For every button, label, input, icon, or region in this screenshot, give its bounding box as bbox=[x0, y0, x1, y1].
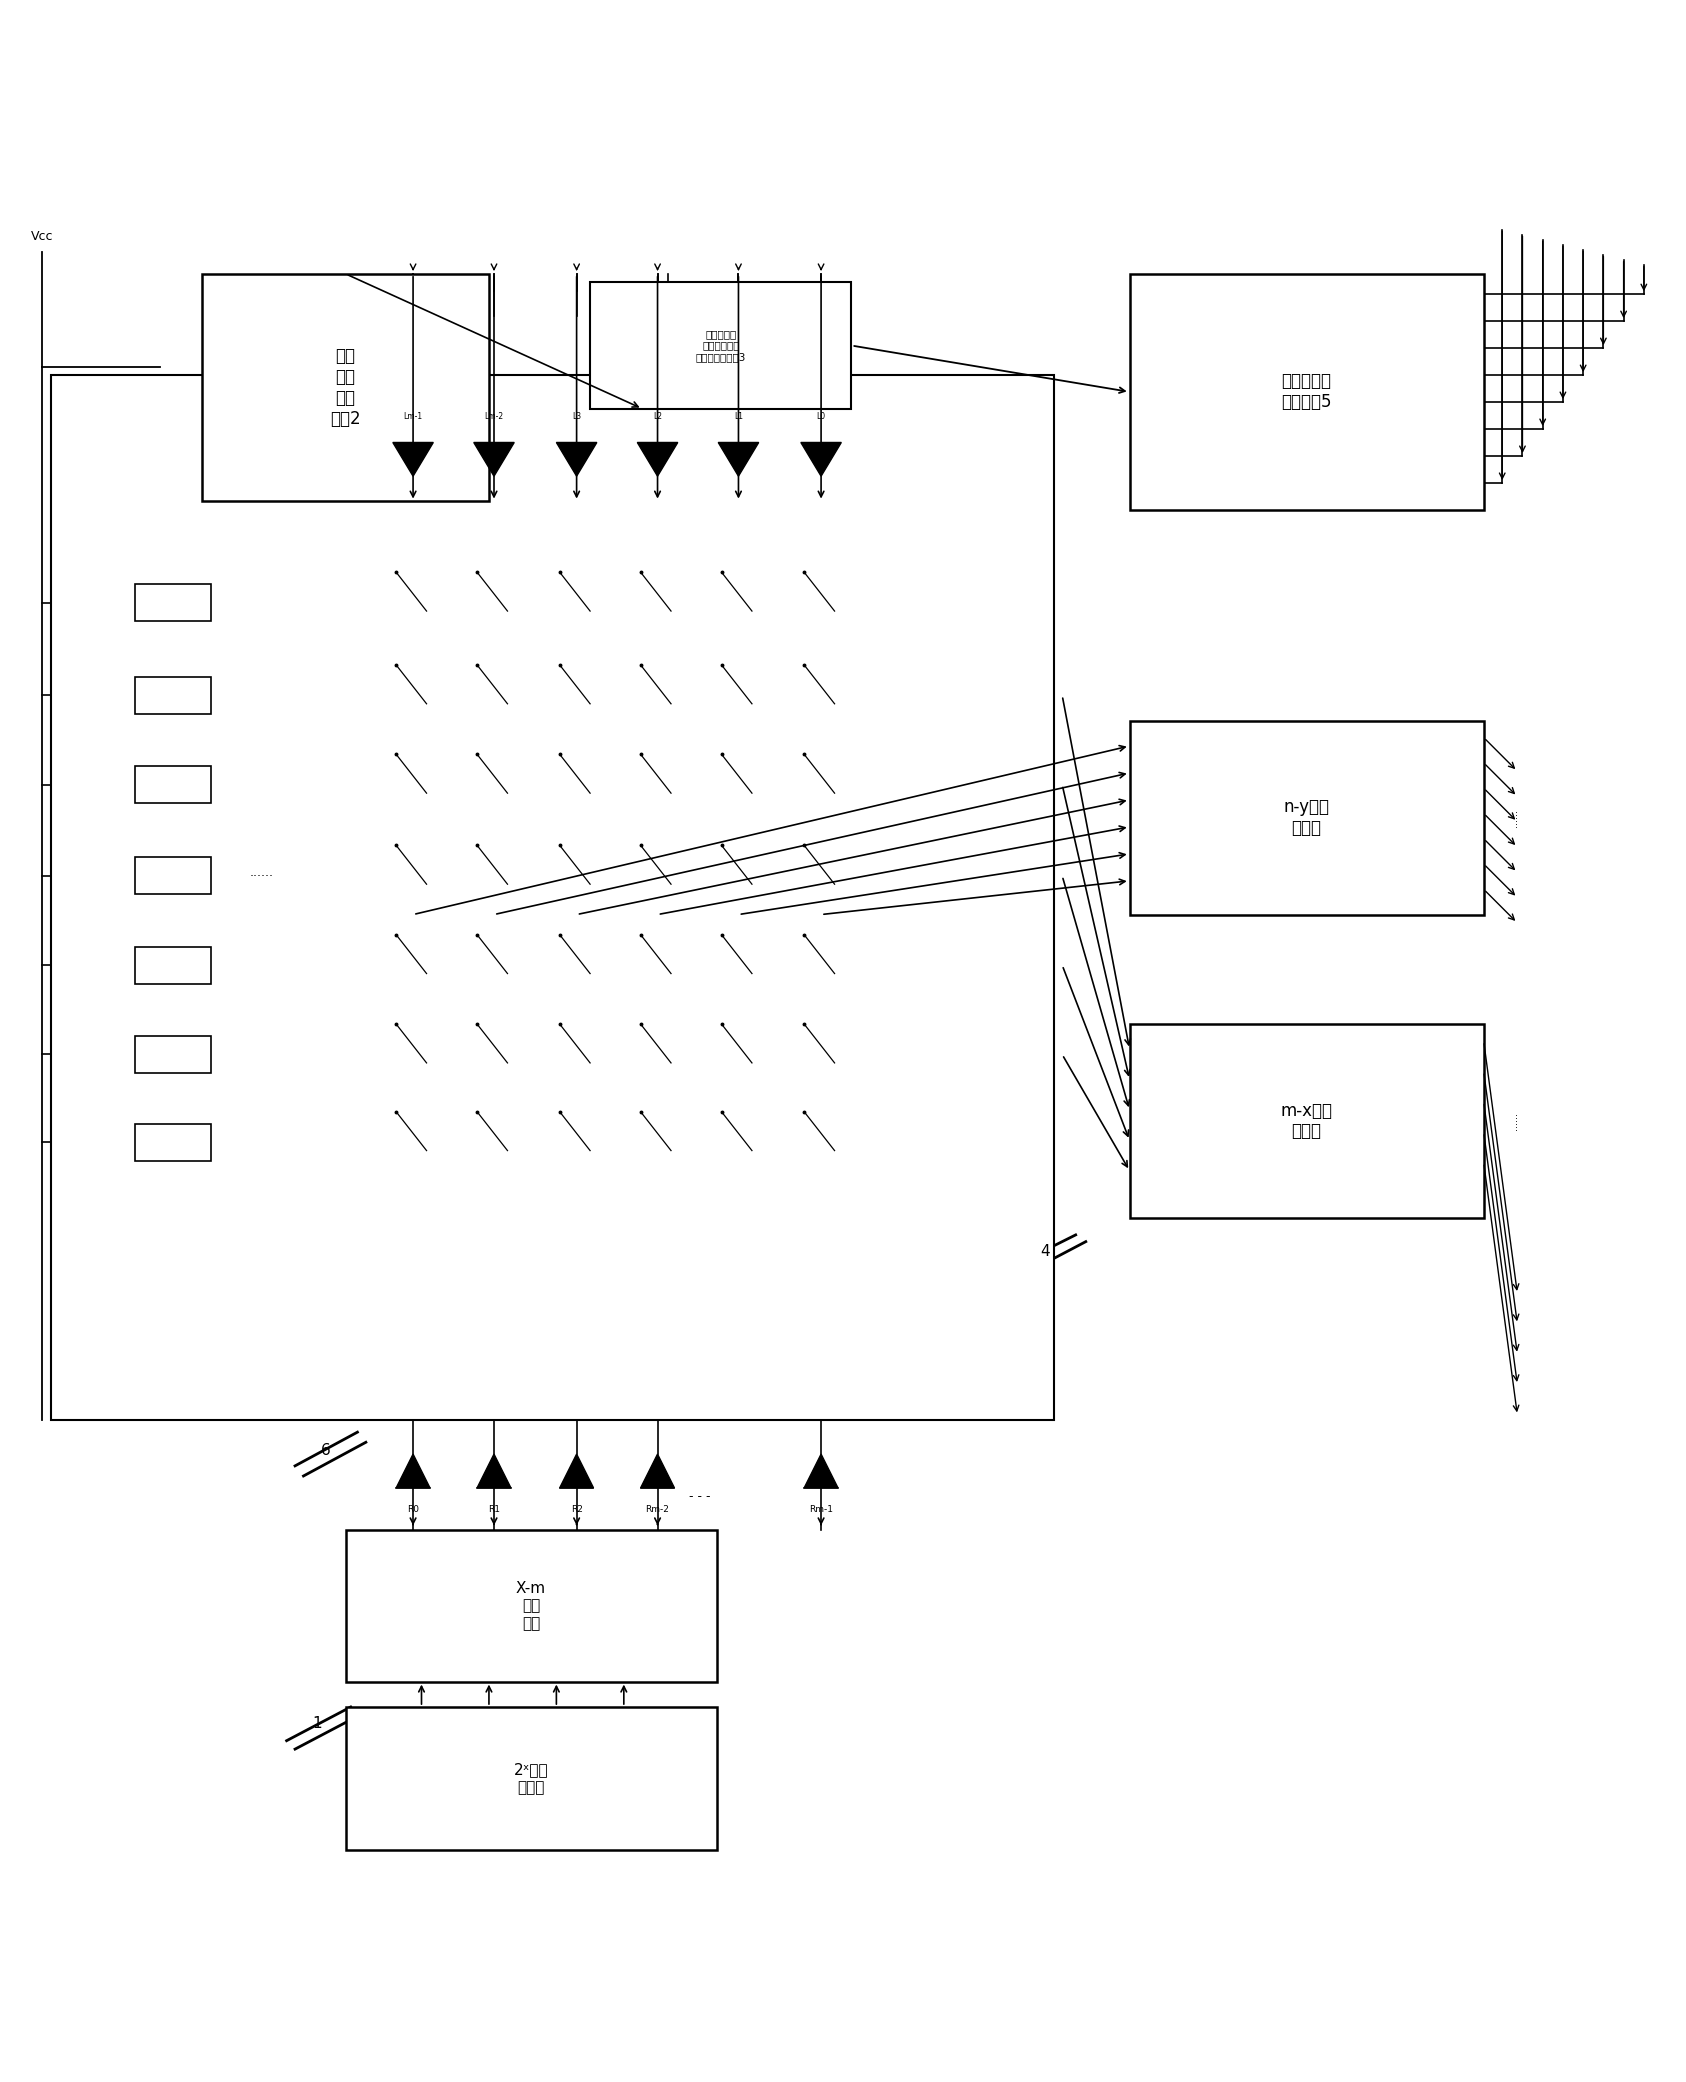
Bar bbox=[51, 375, 1054, 1420]
Text: R2: R2 bbox=[570, 1505, 583, 1514]
Bar bbox=[135, 766, 211, 804]
Polygon shape bbox=[637, 443, 678, 477]
Bar bbox=[1130, 275, 1484, 510]
Text: 行列坐标值
存储电路5: 行列坐标值 存储电路5 bbox=[1281, 373, 1332, 412]
Bar bbox=[1130, 720, 1484, 914]
Text: ......: ...... bbox=[1509, 808, 1519, 827]
Text: L2: L2 bbox=[652, 412, 663, 421]
Polygon shape bbox=[393, 443, 433, 477]
Bar bbox=[135, 1037, 211, 1072]
Polygon shape bbox=[556, 443, 597, 477]
Text: X-m
译码
电路: X-m 译码 电路 bbox=[516, 1580, 546, 1630]
Text: - - -: - - - bbox=[690, 1491, 710, 1503]
Text: ......: ...... bbox=[250, 866, 273, 879]
Bar bbox=[202, 275, 489, 502]
Polygon shape bbox=[560, 1453, 593, 1489]
Text: Vcc: Vcc bbox=[30, 231, 54, 244]
Text: Lm-1: Lm-1 bbox=[403, 412, 423, 421]
Text: n-y列线
编码器: n-y列线 编码器 bbox=[1283, 797, 1330, 837]
Polygon shape bbox=[477, 1453, 511, 1489]
Text: L1: L1 bbox=[733, 412, 744, 421]
Text: L3: L3 bbox=[572, 412, 582, 421]
Bar bbox=[135, 1124, 211, 1160]
Text: Rm-2: Rm-2 bbox=[646, 1505, 669, 1514]
Bar bbox=[590, 283, 851, 408]
Polygon shape bbox=[804, 1453, 838, 1489]
Polygon shape bbox=[474, 443, 514, 477]
Polygon shape bbox=[801, 443, 841, 477]
Text: 键击
事件
判别
电路2: 键击 事件 判别 电路2 bbox=[330, 348, 361, 429]
Polygon shape bbox=[641, 1453, 674, 1489]
Bar bbox=[135, 677, 211, 714]
Bar bbox=[135, 585, 211, 620]
Text: 2ˣ进制
计数器: 2ˣ进制 计数器 bbox=[514, 1763, 548, 1795]
Text: Lm-2: Lm-2 bbox=[484, 412, 504, 421]
Text: R1: R1 bbox=[487, 1505, 501, 1514]
Text: 行列滤波形
行列坐标存信
及坐标产生电路3: 行列滤波形 行列坐标存信 及坐标产生电路3 bbox=[696, 329, 745, 362]
Bar bbox=[1130, 1024, 1484, 1218]
Bar bbox=[135, 947, 211, 983]
Text: m-x行线
编码器: m-x行线 编码器 bbox=[1281, 1101, 1332, 1141]
Text: L0: L0 bbox=[816, 412, 826, 421]
Text: Rm-1: Rm-1 bbox=[809, 1505, 833, 1514]
Bar bbox=[346, 1707, 717, 1851]
Text: 1: 1 bbox=[312, 1716, 322, 1732]
Text: 6: 6 bbox=[320, 1443, 330, 1457]
Bar bbox=[346, 1530, 717, 1682]
Text: ......: ...... bbox=[1509, 1112, 1519, 1131]
Bar bbox=[135, 858, 211, 895]
Polygon shape bbox=[718, 443, 759, 477]
Text: 4: 4 bbox=[1040, 1245, 1050, 1260]
Text: R0: R0 bbox=[406, 1505, 420, 1514]
Polygon shape bbox=[396, 1453, 430, 1489]
